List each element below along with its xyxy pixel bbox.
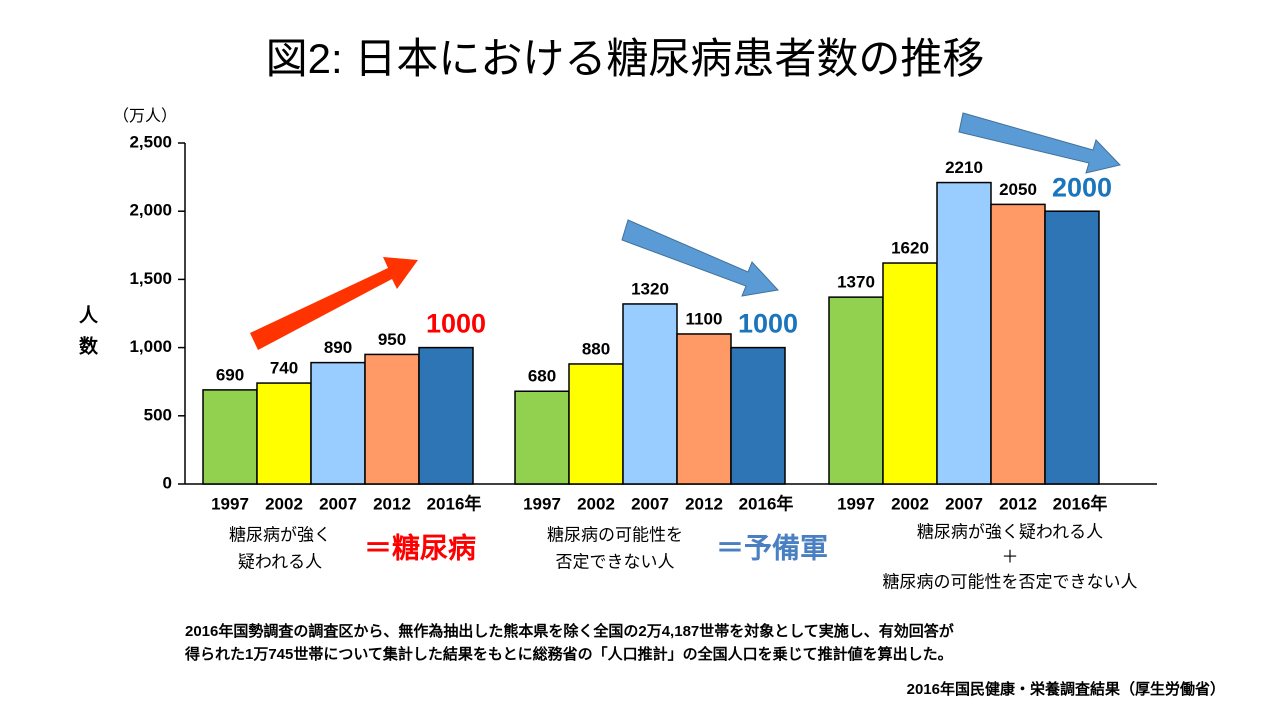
source: 2016年国民健康・栄養調査結果（厚生労働省） [907, 680, 1225, 698]
bar [418, 346, 474, 485]
value-label: 2000 [1052, 172, 1112, 202]
equals-label: ＝予備軍 [716, 532, 828, 563]
equals-label: ＝糖尿病 [364, 532, 476, 563]
value-label: 1100 [686, 309, 723, 328]
y-axis-label: 人数 [76, 305, 98, 367]
value-label: 2210 [945, 158, 983, 177]
x-tick-label: 2012 [373, 494, 411, 513]
bar [202, 389, 258, 485]
bar [1044, 210, 1100, 485]
trend-arrow [250, 257, 418, 350]
value-label: 890 [324, 338, 352, 357]
value-label: 740 [270, 359, 298, 378]
bar [568, 363, 624, 485]
x-tick-label: 2016年 [739, 493, 794, 513]
y-tick-label: 1,000 [129, 337, 172, 356]
x-tick-label: 2002 [891, 494, 929, 513]
value-label: 680 [528, 367, 556, 386]
bar [882, 262, 938, 485]
bar [622, 303, 678, 485]
bar [828, 296, 884, 485]
x-tick-label: 2002 [577, 494, 615, 513]
trend-arrow [958, 112, 1121, 174]
y-tick-label: 2,500 [129, 132, 172, 151]
x-tick-label: 1997 [837, 494, 875, 513]
x-tick-label: 2002 [265, 494, 303, 513]
bar [514, 390, 570, 485]
chart-title: 図2: 日本における糖尿病患者数の推移 [266, 35, 985, 82]
bar [310, 361, 366, 485]
value-label: 1000 [426, 309, 486, 339]
x-tick-label: 2007 [631, 494, 669, 513]
bar [364, 353, 420, 485]
note: 得られた1万745世帯について集計した結果をもとに総務省の「人口推計」の全国人口… [184, 645, 953, 663]
caption: 糖尿病の可能性を [547, 525, 683, 544]
value-label: 690 [216, 365, 244, 384]
y-tick-label: 0 [163, 473, 172, 492]
trend-arrow [621, 219, 779, 297]
value-label: 2050 [999, 180, 1037, 199]
caption: 否定できない人 [556, 552, 675, 571]
note: 2016年国勢調査の調査区から、無作為抽出した熊本県を除く全国の2万4,187世… [185, 622, 955, 640]
bar [676, 333, 732, 485]
x-tick-label: 2007 [945, 494, 983, 513]
x-tick-label: 1997 [211, 494, 249, 513]
caption: 疑われる人 [238, 552, 322, 571]
x-tick-label: 2016年 [427, 493, 482, 513]
x-tick-label: 1997 [523, 494, 561, 513]
value-label: 1320 [631, 279, 669, 298]
bar [990, 203, 1046, 485]
x-tick-label: 2007 [319, 494, 357, 513]
caption: 糖尿病の可能性を否定できない人 [883, 572, 1138, 591]
value-label: 1620 [891, 239, 929, 258]
caption: 糖尿病が強く疑われる人 [917, 522, 1103, 541]
x-tick-label: 2016年 [1053, 493, 1108, 513]
value-label: 950 [378, 330, 406, 349]
x-tick-label: 2012 [999, 494, 1037, 513]
bar [256, 382, 312, 485]
bar [730, 346, 786, 485]
caption: 糖尿病が強く [229, 525, 331, 544]
y-unit: （万人） [113, 107, 177, 125]
y-tick-label: 1,500 [129, 269, 172, 288]
x-tick-label: 2012 [685, 494, 723, 513]
value-label: 880 [582, 339, 610, 358]
y-tick-label: 500 [144, 405, 172, 424]
bar [936, 181, 992, 485]
y-tick-label: 2,000 [129, 201, 172, 220]
value-label: 1000 [738, 309, 798, 339]
caption: ＋ [1002, 547, 1019, 566]
value-label: 1370 [837, 273, 875, 292]
